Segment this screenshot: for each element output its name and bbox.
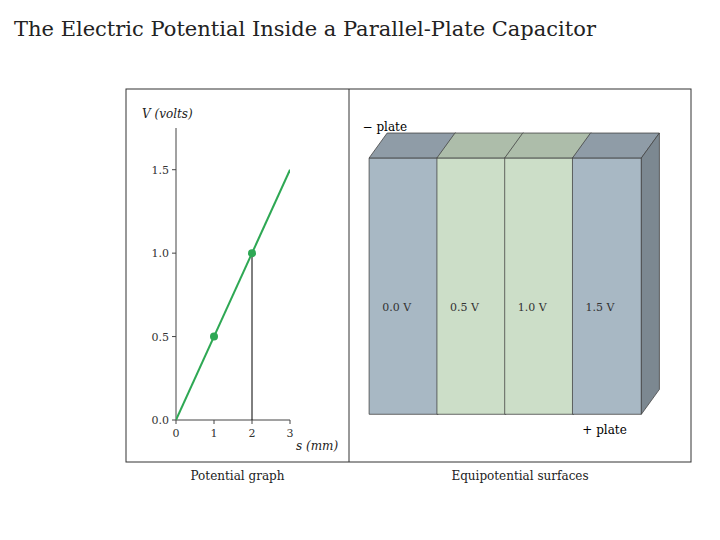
x-tick-label: 2 — [249, 427, 256, 440]
background — [0, 0, 720, 540]
minus-plate-label: − plate — [363, 120, 407, 134]
caption: Equipotential surfaces — [451, 469, 588, 483]
point — [248, 249, 256, 257]
y-tick — [172, 420, 176, 421]
y-tick — [172, 336, 176, 337]
plates: 0.0 V 0.5 V 1.0 V 1.5 V − plate + plate — [363, 120, 660, 438]
plate-front — [572, 158, 641, 414]
plate: 1.5 V — [572, 133, 659, 414]
x-tick — [252, 420, 253, 424]
caption: Potential graph — [191, 469, 285, 483]
title: The Electric Potential Inside a Parallel… — [14, 17, 597, 41]
y-tick-label: 1.0 — [152, 247, 170, 260]
y-tick — [172, 169, 176, 170]
point — [210, 333, 218, 341]
plate-voltage: 1.5 V — [586, 301, 616, 314]
plate-front — [505, 158, 574, 414]
y-axis-label: V (volts) — [142, 107, 193, 121]
marker-line — [252, 253, 253, 420]
divider — [349, 89, 350, 462]
y-axis-line — [176, 128, 177, 420]
plus-plate-label: + plate — [582, 423, 626, 437]
x-tick — [176, 420, 177, 424]
x-tick-label: 3 — [287, 427, 294, 440]
potential-line — [176, 170, 290, 420]
y-tick — [172, 253, 176, 254]
x-tick-label: 1 — [211, 427, 218, 440]
potential-graph: 0 1 2 3 0.0 0.5 1.0 1.5 V (volts) s (mm) — [142, 107, 338, 453]
plate-voltage: 0.5 V — [450, 301, 480, 314]
x-tick-label: 0 — [173, 427, 180, 440]
y-tick-label: 0.0 — [152, 414, 170, 427]
y-tick-label: 0.5 — [152, 331, 170, 344]
plate-front — [437, 158, 506, 414]
marks — [176, 170, 290, 420]
plate-side — [641, 133, 659, 414]
x-axis-label: s (mm) — [296, 439, 338, 453]
y-tick-label: 1.5 — [152, 164, 170, 177]
plate-front — [369, 158, 438, 414]
x-tick — [290, 420, 291, 424]
x-axis-line — [176, 420, 290, 421]
chart-root: The Electric Potential Inside a Parallel… — [0, 0, 720, 540]
x-tick — [214, 420, 215, 424]
plate-voltage: 1.0 V — [518, 301, 548, 314]
plate-voltage: 0.0 V — [382, 301, 412, 314]
outer-box — [126, 89, 691, 462]
